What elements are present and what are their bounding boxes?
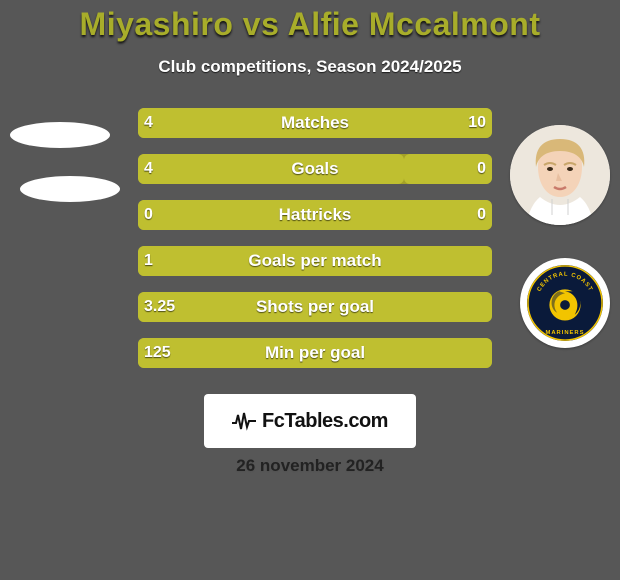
stat-value-right: 0 <box>477 160 486 178</box>
page-title: Miyashiro vs Alfie Mccalmont <box>0 0 620 43</box>
stat-bar-track: Shots per goal 3.25 <box>138 292 492 322</box>
stat-value-left: 125 <box>144 344 171 362</box>
date-label: 26 november 2024 <box>236 456 383 476</box>
site-brand-text: FcTables.com <box>262 410 388 433</box>
stat-value-right: 10 <box>468 114 486 132</box>
stat-label: Goals per match <box>248 251 381 271</box>
stat-bar-track: Matches 4 10 <box>138 108 492 138</box>
stat-label: Shots per goal <box>256 297 374 317</box>
subtitle: Club competitions, Season 2024/2025 <box>0 57 620 77</box>
stat-value-left: 4 <box>144 114 153 132</box>
stat-row: Hattricks 0 0 <box>0 200 620 230</box>
stat-bar-track: Min per goal 125 <box>138 338 492 368</box>
stat-bar-fill-left <box>138 154 404 184</box>
stat-value-left: 1 <box>144 252 153 270</box>
site-badge[interactable]: FcTables.com <box>204 394 416 448</box>
stat-bar-track: Hattricks 0 0 <box>138 200 492 230</box>
stat-label: Min per goal <box>265 343 365 363</box>
stat-row: Shots per goal 3.25 <box>0 292 620 322</box>
stat-value-left: 0 <box>144 206 153 224</box>
stats-panel: Matches 4 10 Goals 4 0 Hattricks 0 0 Goals per ma… <box>0 108 620 384</box>
stat-label: Hattricks <box>279 205 352 225</box>
comparison-card: Miyashiro vs Alfie Mccalmont Club compet… <box>0 0 620 580</box>
stat-bar-track: Goals 4 0 <box>138 154 492 184</box>
stat-label: Goals <box>291 159 338 179</box>
stat-value-right: 0 <box>477 206 486 224</box>
stat-row: Matches 4 10 <box>0 108 620 138</box>
stat-value-left: 3.25 <box>144 298 175 316</box>
stat-row: Min per goal 125 <box>0 338 620 368</box>
stat-label: Matches <box>281 113 349 133</box>
stat-bar-track: Goals per match 1 <box>138 246 492 276</box>
pulse-icon <box>232 411 256 431</box>
stat-row: Goals per match 1 <box>0 246 620 276</box>
stat-row: Goals 4 0 <box>0 154 620 184</box>
stat-value-left: 4 <box>144 160 153 178</box>
